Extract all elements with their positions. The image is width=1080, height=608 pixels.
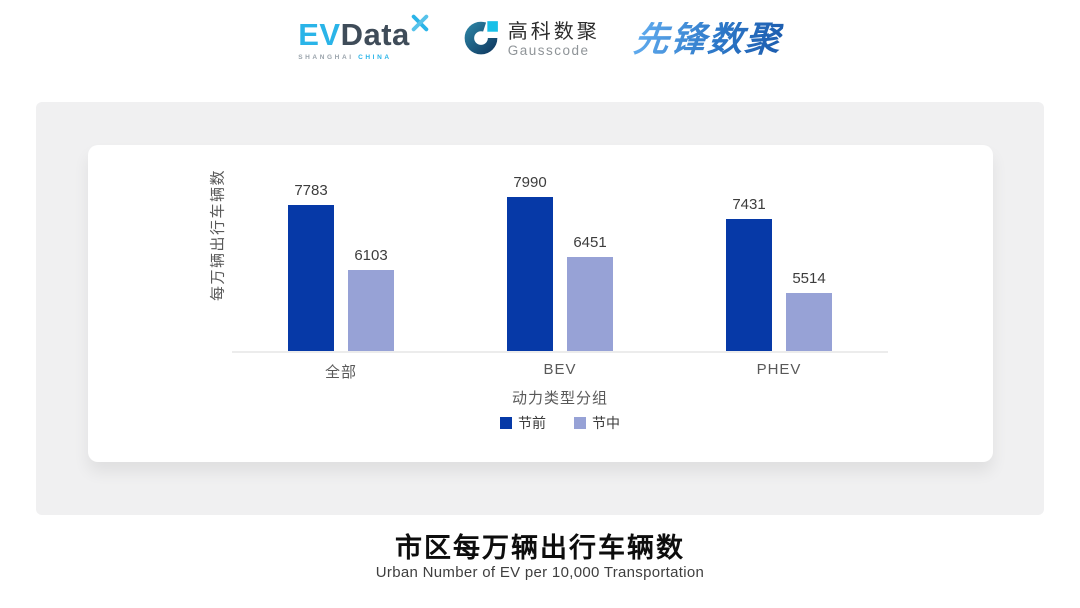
bar-value-label: 7431: [732, 196, 766, 213]
bar-value-label: 5514: [792, 270, 826, 287]
evdata-ev-text: EV: [298, 16, 341, 52]
legend-label: 节中: [592, 415, 620, 431]
page-title: 市区每万辆出行车辆数: [395, 533, 685, 563]
bar-节中-全部: [348, 270, 394, 351]
chart-legend: 节前 节中: [232, 413, 888, 433]
page-subtitle: Urban Number of EV per 10,000 Transporta…: [375, 564, 705, 581]
bar-节前-PHEV: [726, 219, 772, 351]
legend-label: 节前: [518, 415, 546, 431]
legend-swatch-icon: [500, 417, 512, 429]
bar-value-label: 7990: [513, 174, 547, 191]
gausscode-name-cn: 高科数聚: [507, 20, 600, 43]
evdata-tagline: SHANGHAI CHINA: [298, 54, 410, 61]
evdata-data-text: Data: [340, 16, 410, 52]
bar-节前-BEV: [507, 197, 553, 351]
evdata-tagline-country: CHINA: [358, 53, 392, 61]
legend-swatch-icon: [574, 417, 586, 429]
bar-节中-BEV: [567, 257, 613, 351]
x-tick-PHEV: PHEV: [756, 361, 802, 378]
gausscode-wordmark: 高科数聚 Gausscode: [508, 21, 600, 59]
plot-area: 动力类型分组 节前 节中 7783 6103 全部 7990 6451 BEV 7431 551…: [232, 145, 888, 431]
gausscode-g-icon: [462, 18, 500, 61]
evdata-logo: EVData SHANGHAI CHINA: [298, 14, 429, 61]
chart-card: 每万辆出行车辆数 动力类型分组 节前 节中 7783 6103 全部 7990 6451 B…: [88, 145, 993, 462]
x-tick-全部: 全部: [324, 364, 357, 381]
propeller-x-icon: [410, 13, 430, 38]
bar-value-label: 6103: [354, 247, 388, 264]
pioneer-logo: 先锋数聚: [631, 20, 784, 59]
bar-value-label: 7783: [294, 182, 328, 199]
legend-item-节前: 节前: [500, 413, 546, 433]
header-logo-bar: EVData SHANGHAI CHINA: [0, 14, 1080, 61]
gausscode-logo: 高科数聚 Gausscode: [462, 18, 600, 61]
chart-panel-background: 每万辆出行车辆数 动力类型分组 节前 节中 7783 6103 全部 7990 6451 B…: [36, 102, 1044, 515]
bar-value-label: 6451: [573, 234, 607, 251]
evdata-tagline-city: SHANGHAI: [298, 53, 354, 61]
x-tick-BEV: BEV: [543, 361, 577, 378]
evdata-wordmark: EVData: [298, 19, 410, 50]
gausscode-name-en: Gausscode: [507, 42, 590, 58]
legend-item-节中: 节中: [574, 413, 620, 433]
bar-节中-PHEV: [786, 293, 832, 351]
y-axis-label: 每万辆出行车辆数: [209, 168, 227, 302]
x-axis-label: 动力类型分组: [511, 390, 608, 407]
bar-节前-全部: [288, 205, 334, 351]
